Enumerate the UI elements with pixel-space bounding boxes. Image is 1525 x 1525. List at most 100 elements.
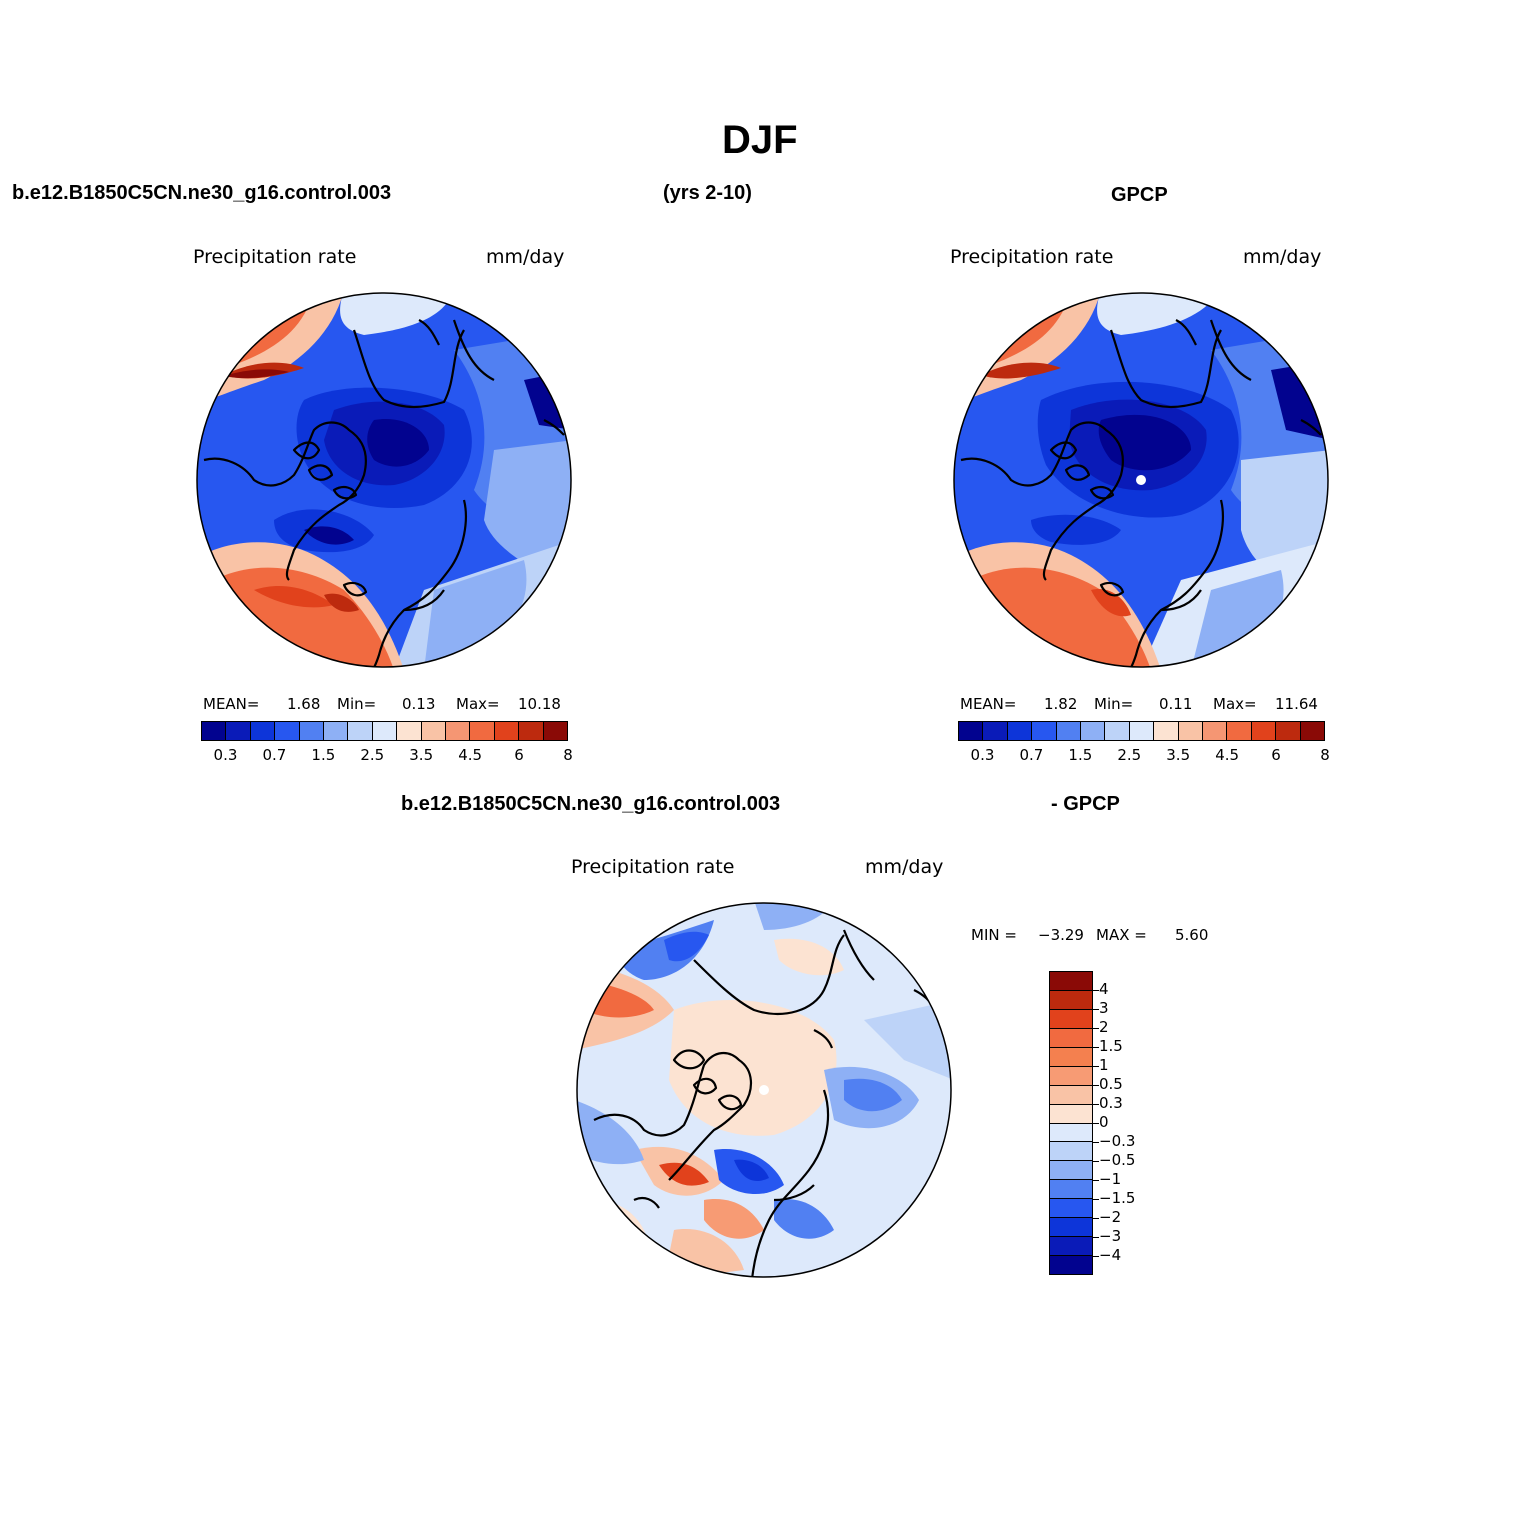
diff-minus-obs-label: - GPCP <box>1051 793 1120 815</box>
colorbar-swatch <box>470 722 495 740</box>
colorbar-tick-label: 0.3 <box>213 746 238 764</box>
colorbar-swatch <box>1300 722 1325 740</box>
colorbar-swatch <box>1050 1085 1092 1105</box>
model-max-value: 10.18 <box>518 695 561 713</box>
colorbar-tick-label: 8 <box>1320 746 1330 764</box>
diff-min-label: MIN = <box>971 926 1017 944</box>
colorbar-swatch <box>1203 722 1228 740</box>
colorbar-tick-label: 0.3 <box>970 746 995 764</box>
colorbar-tick-label: 3.5 <box>1166 746 1191 764</box>
colorbar-tick-label: 4 <box>1099 980 1109 998</box>
colorbar-tick-label: 0.5 <box>1099 1075 1123 1093</box>
colorbar-swatch <box>543 722 568 740</box>
colorbar-tick-label: −2 <box>1099 1208 1122 1226</box>
colorbar-swatch <box>519 722 544 740</box>
colorbar-swatch <box>1050 1009 1092 1029</box>
colorbar-swatch <box>1129 722 1155 740</box>
model-polar-map <box>196 292 572 668</box>
colorbar-tick-mark <box>1093 1142 1099 1143</box>
diff-max-label: MAX = <box>1096 926 1147 944</box>
years-label: (yrs 2-10) <box>663 182 752 204</box>
colorbar-tick-label: 0.7 <box>1019 746 1044 764</box>
colorbar-tick-label: −1 <box>1099 1170 1122 1188</box>
colorbar-swatch <box>1050 1123 1092 1143</box>
colorbar-tick-label: 8 <box>563 746 573 764</box>
colorbar-swatch <box>1050 972 1092 991</box>
diff-min-value: −3.29 <box>1038 926 1084 944</box>
diff-case-name-label: b.e12.B1850C5CN.ne30_g16.control.003 <box>401 793 781 815</box>
colorbar-swatch <box>1251 722 1277 740</box>
colorbar-swatch <box>983 722 1008 740</box>
model-max-label: Max= <box>456 695 500 713</box>
colorbar-swatch <box>1050 1066 1092 1086</box>
diff-colorbar <box>1049 971 1093 1275</box>
model-units-label: mm/day <box>486 246 565 268</box>
obs-max-label: Max= <box>1213 695 1257 713</box>
colorbar-tick-mark <box>1093 1180 1099 1181</box>
colorbar-swatch <box>1056 722 1082 740</box>
colorbar-swatch <box>494 722 520 740</box>
obs-name-label: GPCP <box>1111 184 1168 206</box>
colorbar-swatch <box>348 722 373 740</box>
diff-units-label: mm/day <box>865 856 944 878</box>
colorbar-tick-mark <box>1093 1066 1099 1067</box>
colorbar-tick-label: 4.5 <box>1215 746 1240 764</box>
diff-max-value: 5.60 <box>1175 926 1209 944</box>
colorbar-tick-label: −1.5 <box>1099 1189 1136 1207</box>
colorbar-swatch <box>1050 1180 1092 1200</box>
colorbar-swatch <box>397 722 422 740</box>
colorbar-tick-label: 6 <box>514 746 524 764</box>
colorbar-tick-label: 2.5 <box>360 746 385 764</box>
colorbar-swatch <box>1154 722 1179 740</box>
colorbar-tick-label: −3 <box>1099 1227 1122 1245</box>
colorbar-tick-mark <box>1093 1123 1099 1124</box>
colorbar-tick-mark <box>1093 1256 1099 1257</box>
colorbar-tick-mark <box>1093 1199 1099 1200</box>
colorbar-swatch <box>1050 1237 1092 1257</box>
colorbar-tick-mark <box>1093 1161 1099 1162</box>
colorbar-tick-label: 6 <box>1271 746 1281 764</box>
colorbar-swatch <box>1050 1161 1092 1181</box>
figure-title: DJF <box>722 118 798 162</box>
model-mean-label: MEAN= <box>203 695 260 713</box>
model-mean-value: 1.68 <box>287 695 321 713</box>
colorbar-tick-mark <box>1093 1047 1099 1048</box>
obs-max-value: 11.64 <box>1275 695 1318 713</box>
colorbar-tick-label: −4 <box>1099 1246 1122 1264</box>
colorbar-tick-label: −0.5 <box>1099 1151 1136 1169</box>
colorbar-swatch <box>421 722 447 740</box>
case-name-label: b.e12.B1850C5CN.ne30_g16.control.003 <box>12 182 392 204</box>
obs-min-value: 0.11 <box>1159 695 1193 713</box>
colorbar-tick-label: 1.5 <box>311 746 336 764</box>
colorbar-swatch <box>1050 1142 1092 1162</box>
colorbar-swatch <box>1081 722 1106 740</box>
colorbar-swatch <box>1050 1047 1092 1067</box>
colorbar-swatch <box>250 722 276 740</box>
model-colorbar <box>201 721 568 741</box>
diff-polar-map <box>576 902 952 1278</box>
colorbar-tick-label: 2.5 <box>1117 746 1142 764</box>
obs-mean-value: 1.82 <box>1044 695 1078 713</box>
colorbar-tick-label: 1.5 <box>1099 1037 1123 1055</box>
colorbar-swatch <box>372 722 398 740</box>
obs-variable-label: Precipitation rate <box>950 246 1114 268</box>
colorbar-tick-label: 0.3 <box>1099 1094 1123 1112</box>
colorbar-swatch <box>202 722 227 740</box>
obs-units-label: mm/day <box>1243 246 1322 268</box>
colorbar-tick-label: 3.5 <box>409 746 434 764</box>
colorbar-tick-mark <box>1093 1218 1099 1219</box>
model-min-value: 0.13 <box>402 695 436 713</box>
model-min-label: Min= <box>337 695 377 713</box>
obs-colorbar <box>958 721 1325 741</box>
diff-variable-label: Precipitation rate <box>571 856 735 878</box>
colorbar-swatch <box>1050 1218 1092 1238</box>
colorbar-tick-label: 1.5 <box>1068 746 1093 764</box>
colorbar-swatch <box>226 722 251 740</box>
colorbar-tick-label: 1 <box>1099 1056 1109 1074</box>
colorbar-tick-label: 2 <box>1099 1018 1109 1036</box>
colorbar-tick-label: 0 <box>1099 1113 1109 1131</box>
colorbar-swatch <box>1007 722 1033 740</box>
colorbar-swatch <box>1050 1028 1092 1048</box>
colorbar-tick-label: −0.3 <box>1099 1132 1136 1150</box>
colorbar-swatch <box>299 722 325 740</box>
